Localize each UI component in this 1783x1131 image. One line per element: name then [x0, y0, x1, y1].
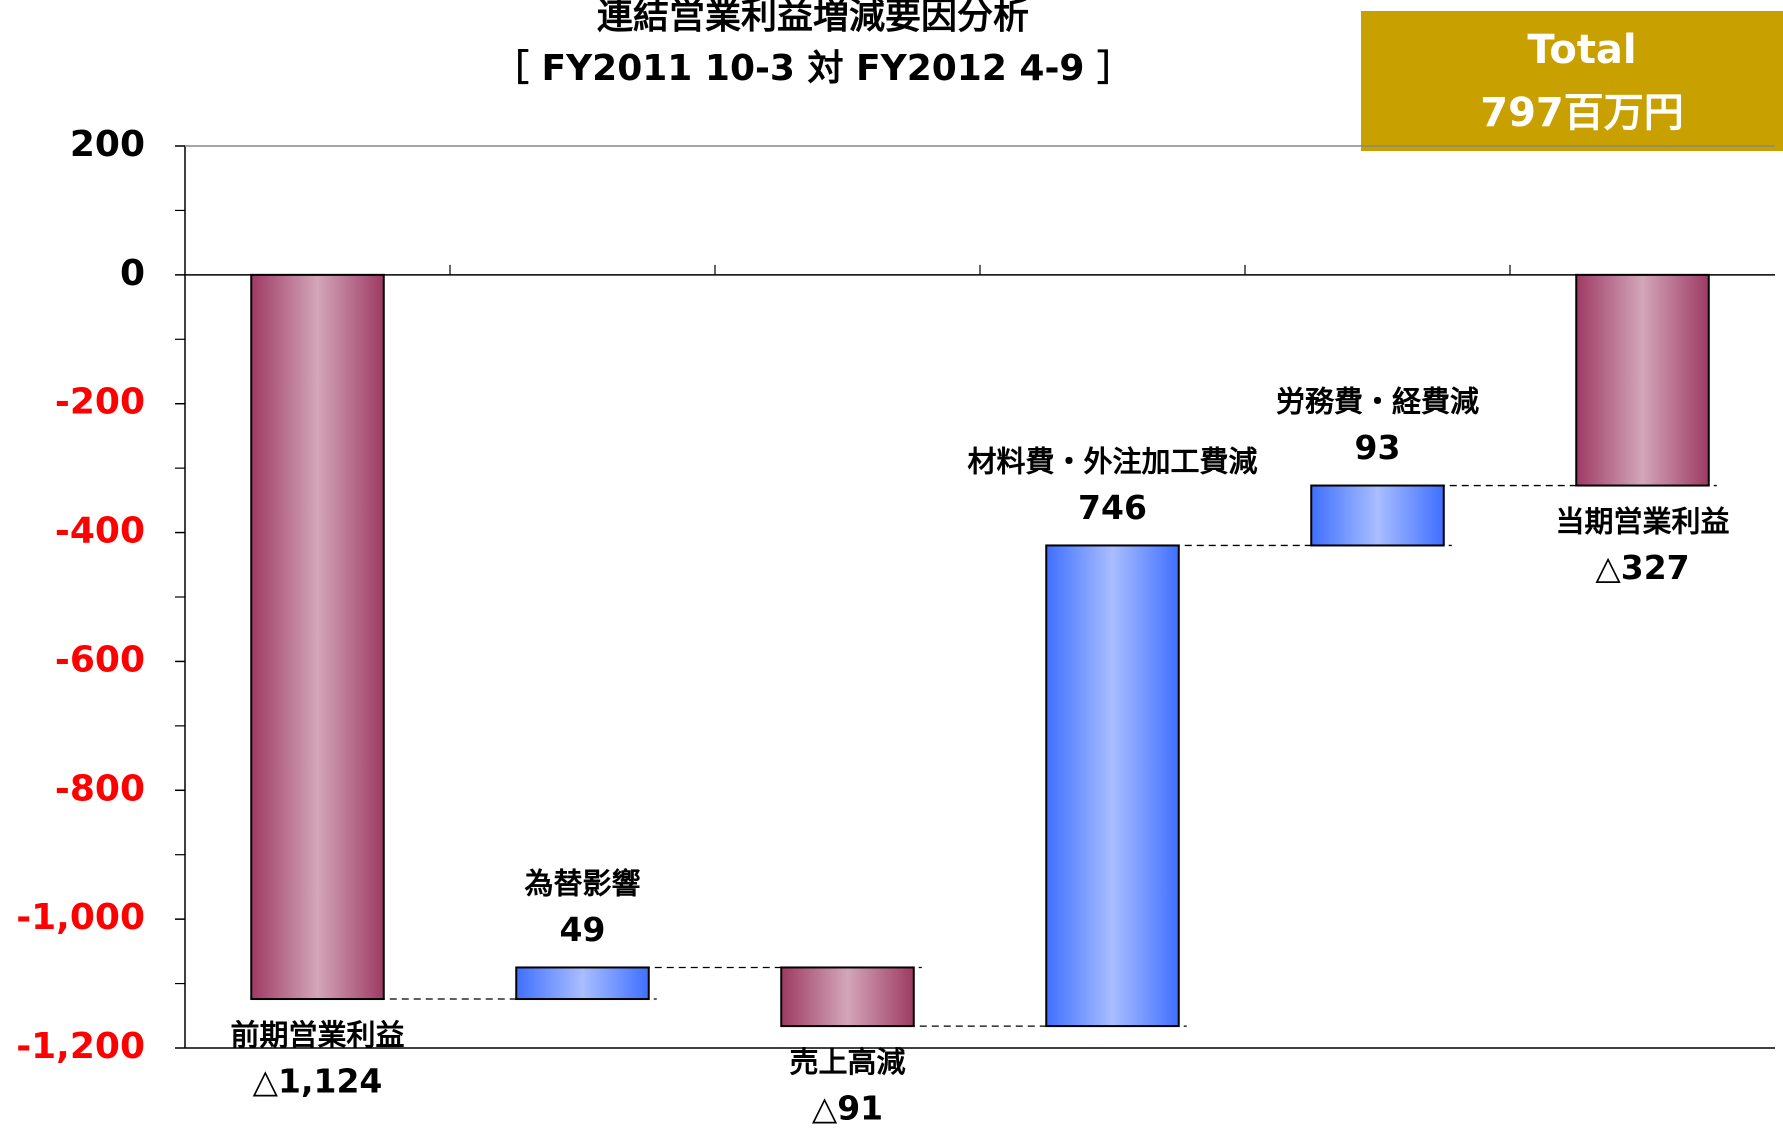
total-value: 797百万円	[1480, 90, 1684, 136]
y-tick-label: -1,200	[16, 1026, 145, 1067]
bar	[1310, 484, 1445, 547]
y-tick-label: -1,000	[16, 897, 145, 938]
y-tick-label: 200	[70, 124, 145, 165]
y-tick-label: -800	[55, 768, 145, 809]
y-tick-label: -600	[55, 639, 145, 680]
category-label: 売上高減	[789, 1045, 905, 1079]
value-label: 49	[560, 910, 606, 949]
chart-subtitle: ［ FY2011 10-3 対 FY2012 4-9 ］	[493, 48, 1133, 89]
category-label: 労務費・経費減	[1276, 385, 1479, 419]
bar	[515, 966, 650, 1001]
category-label: 前期営業利益	[230, 1018, 404, 1052]
chart-title: 連結営業利益増減要因分析	[597, 0, 1029, 37]
bar	[780, 966, 915, 1028]
value-label: 93	[1355, 428, 1401, 467]
value-label: △91	[812, 1089, 883, 1127]
value-label: △327	[1595, 548, 1689, 587]
y-tick-label: -400	[55, 511, 145, 552]
total-label: Total	[1527, 27, 1636, 73]
bar	[250, 273, 385, 1001]
y-tick-label: 0	[120, 253, 145, 294]
category-label: 材料費・外注加工費減	[967, 444, 1257, 478]
category-label: 為替影響	[524, 866, 640, 900]
bar	[1575, 273, 1710, 487]
bar	[1045, 544, 1180, 1028]
total-box	[1361, 11, 1783, 151]
y-tick-label: -200	[55, 382, 145, 423]
value-label: △1,124	[253, 1062, 383, 1101]
value-label: 746	[1078, 488, 1147, 527]
category-label: 当期営業利益	[1555, 505, 1729, 539]
